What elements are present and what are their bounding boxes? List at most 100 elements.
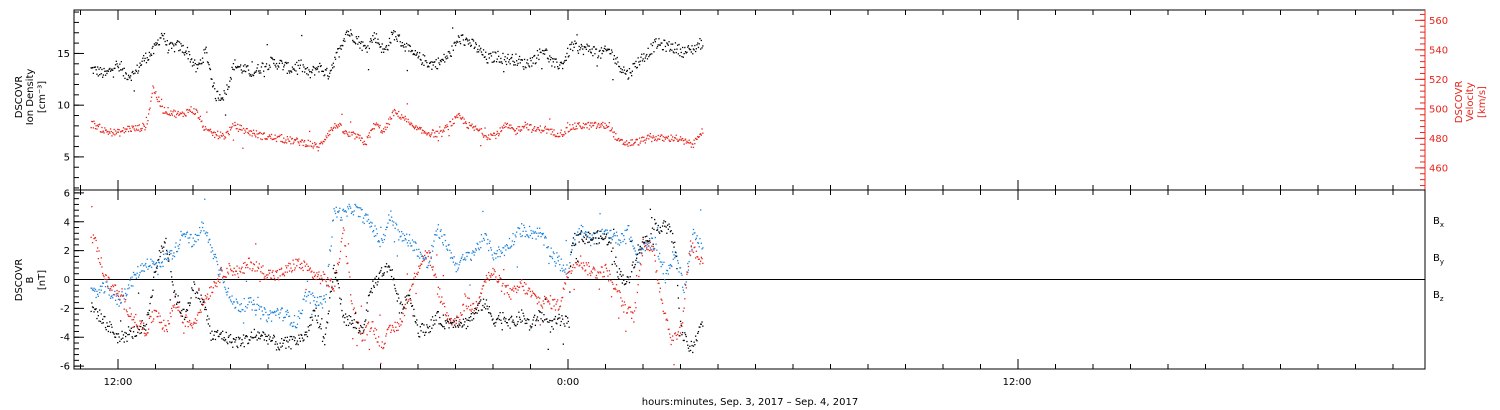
ion-density-series-point [483, 56, 485, 58]
velocity-series-point [271, 138, 273, 141]
by-series-point [487, 238, 489, 241]
bz-series-point [633, 321, 635, 323]
bx-series-point [105, 329, 107, 331]
bx-series-point [401, 303, 403, 306]
ion-density-series-point [112, 76, 115, 78]
velocity-series-point [242, 127, 245, 130]
velocity-series-point [534, 126, 536, 128]
by-series-point [458, 264, 460, 266]
velocity-series-point [273, 138, 275, 140]
ion-density-series-point [634, 66, 636, 68]
velocity-series-point [422, 130, 424, 132]
velocity-series-point [508, 126, 510, 129]
by-series-point [401, 231, 403, 233]
by-series-point [199, 232, 202, 234]
ion-density-series-point [698, 43, 700, 45]
velocity-series-point [690, 146, 692, 148]
bz-series-point [623, 311, 625, 313]
bz-series-point [639, 262, 641, 265]
bx-series-point [376, 284, 378, 286]
bz-series-point [210, 286, 212, 288]
ion-density-series-point [467, 43, 470, 45]
by-series-point [484, 233, 486, 235]
by-series-point [619, 239, 621, 242]
bx-series-point [574, 244, 577, 246]
ion-density-series-point [564, 56, 567, 58]
bz-series-point [666, 318, 668, 320]
ion-density-series-point [242, 65, 245, 67]
by-series-point [291, 325, 294, 328]
bx-series-point [404, 296, 406, 298]
by-series-point [631, 241, 633, 243]
bz-series-point [557, 299, 559, 301]
ion-density-series-point [370, 39, 373, 42]
velocity-series-point [214, 132, 217, 134]
by-series-point [112, 297, 114, 299]
bz-series-point [543, 303, 545, 305]
by-series-point [545, 237, 547, 239]
by-series-point [102, 282, 104, 284]
bz-series-point [166, 329, 168, 331]
ion-density-series-point [587, 45, 589, 47]
bz-series-point [325, 280, 327, 283]
by-series-point [508, 247, 510, 250]
bz-series-point [298, 267, 301, 269]
ion-density-series-point [669, 48, 672, 51]
by-series-point [613, 232, 615, 234]
ion-density-series-point [169, 42, 171, 44]
by-series-point [577, 231, 579, 233]
bx-series-point [602, 238, 604, 241]
bz-series-point [550, 307, 552, 309]
ion-density-series-point [398, 35, 400, 37]
ion-density-series-point [99, 74, 101, 76]
bx-series-point [499, 312, 501, 314]
velocity-series-point [337, 127, 339, 129]
bx-series-point [154, 271, 156, 273]
ion-density-series-point [127, 78, 129, 81]
velocity-series-point [484, 127, 486, 129]
bx-series-point [133, 326, 135, 328]
bx-series-point [455, 319, 457, 322]
velocity-series-point [573, 128, 575, 130]
by-series-point [467, 252, 470, 254]
velocity-series-point [569, 124, 571, 126]
ion-density-series-point [454, 41, 456, 43]
by-series-point [513, 244, 515, 246]
bx-series-point [562, 318, 564, 320]
by-series-point [288, 315, 290, 318]
bx-series-point [290, 348, 292, 350]
velocity-series-point [174, 110, 176, 112]
bx-series-point [188, 302, 190, 304]
bz-series-point [593, 267, 595, 269]
by-series-point [304, 291, 306, 294]
bx-series-point [433, 319, 435, 322]
by-series-point [562, 270, 564, 272]
bz-series-point [558, 308, 560, 310]
ion-density-series-point [649, 54, 651, 56]
velocity-series-point [406, 121, 408, 123]
ion-density-series-point [647, 47, 649, 49]
velocity-series-point [308, 145, 310, 147]
bz-series-point [367, 321, 370, 323]
velocity-series-point [577, 122, 579, 124]
by-series-point [150, 266, 153, 268]
velocity-series-point [356, 136, 358, 138]
bx-series-point [466, 319, 468, 321]
ion-density-series-point [592, 46, 595, 48]
ion-density-series-point [573, 46, 575, 48]
bottom-left-y-tick-label: 0 [64, 275, 70, 286]
ion-density-series-point [265, 63, 268, 65]
velocity-series-point [314, 144, 316, 146]
ion-density-series-point [113, 67, 115, 70]
by-series-point [515, 236, 517, 238]
bx-series-point [689, 345, 691, 347]
bx-series-point [544, 298, 546, 300]
bz-series-point [447, 315, 449, 317]
bz-series-point [375, 329, 378, 331]
ion-density-series-point [683, 53, 685, 55]
velocity-series-point [179, 112, 181, 114]
velocity-series-point [449, 121, 452, 123]
bx-series-point [503, 318, 505, 320]
bz-series-point [286, 271, 288, 273]
bx-series-point [560, 320, 562, 323]
